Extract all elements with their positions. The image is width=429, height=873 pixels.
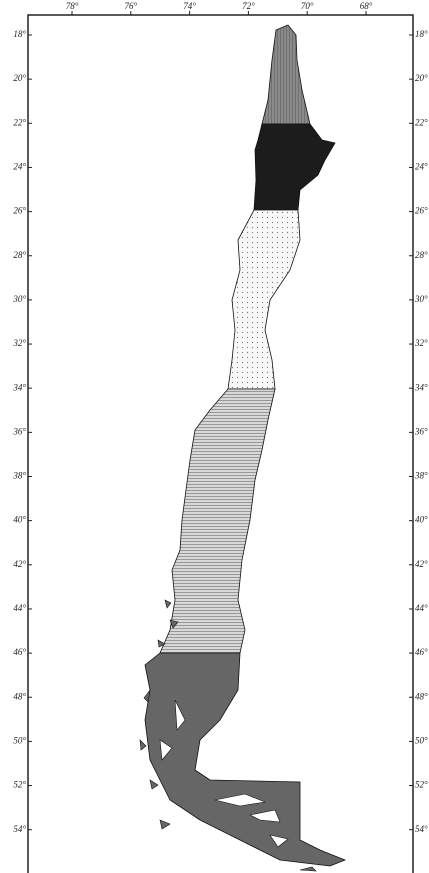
right-label: 50° xyxy=(415,735,428,745)
right-label: 18° xyxy=(415,29,428,39)
right-label: 26° xyxy=(415,206,428,216)
left-label: 42° xyxy=(13,559,26,569)
islands xyxy=(139,599,317,872)
right-label: 28° xyxy=(415,250,428,260)
left-label: 50° xyxy=(13,735,26,745)
right-label: 46° xyxy=(415,647,428,657)
right-label: 22° xyxy=(415,117,428,127)
left-label: 34° xyxy=(12,382,26,392)
region-central-south xyxy=(159,388,276,654)
graticule: 78° 76° 74° 72° 70° 68° 18° 18° 20° 20° 22° 22° 24° 2… xyxy=(12,1,428,834)
region-south xyxy=(144,652,347,867)
top-label: 68° xyxy=(360,1,373,11)
map-frame xyxy=(27,14,414,873)
region-antofagasta xyxy=(253,123,336,211)
fjords xyxy=(159,699,289,848)
left-label: 40° xyxy=(13,515,26,525)
left-label: 52° xyxy=(13,780,26,790)
top-label: 76° xyxy=(124,1,137,11)
right-label: 38° xyxy=(414,471,428,481)
left-label: 20° xyxy=(13,73,26,83)
right-label: 54° xyxy=(415,824,428,834)
left-label: 54° xyxy=(13,824,26,834)
region-shapes xyxy=(139,24,347,872)
right-label: 44° xyxy=(415,603,428,613)
right-label: 24° xyxy=(415,162,428,172)
right-label: 20° xyxy=(415,73,428,83)
left-label: 32° xyxy=(12,338,26,348)
left-label: 48° xyxy=(13,691,26,701)
left-label: 22° xyxy=(13,117,26,127)
left-label: 46° xyxy=(13,647,26,657)
left-label: 30° xyxy=(12,294,26,304)
right-label: 32° xyxy=(414,338,428,348)
right-label: 48° xyxy=(415,691,428,701)
left-label: 44° xyxy=(13,603,26,613)
left-label: 38° xyxy=(12,471,26,481)
left-label: 24° xyxy=(13,162,26,172)
right-label: 30° xyxy=(414,294,428,304)
right-label: 40° xyxy=(415,515,428,525)
top-label: 78° xyxy=(66,1,79,11)
top-label: 74° xyxy=(183,1,196,11)
region-central-north xyxy=(227,209,301,390)
left-label: 28° xyxy=(13,250,26,260)
right-label: 36° xyxy=(414,426,428,436)
right-label: 42° xyxy=(415,559,428,569)
right-label: 52° xyxy=(415,780,428,790)
left-label: 36° xyxy=(12,426,26,436)
region-north xyxy=(261,24,311,125)
right-label: 34° xyxy=(414,382,428,392)
left-label: 26° xyxy=(13,206,26,216)
top-label: 72° xyxy=(242,1,255,11)
top-label: 70° xyxy=(301,1,314,11)
left-label: 18° xyxy=(13,29,26,39)
